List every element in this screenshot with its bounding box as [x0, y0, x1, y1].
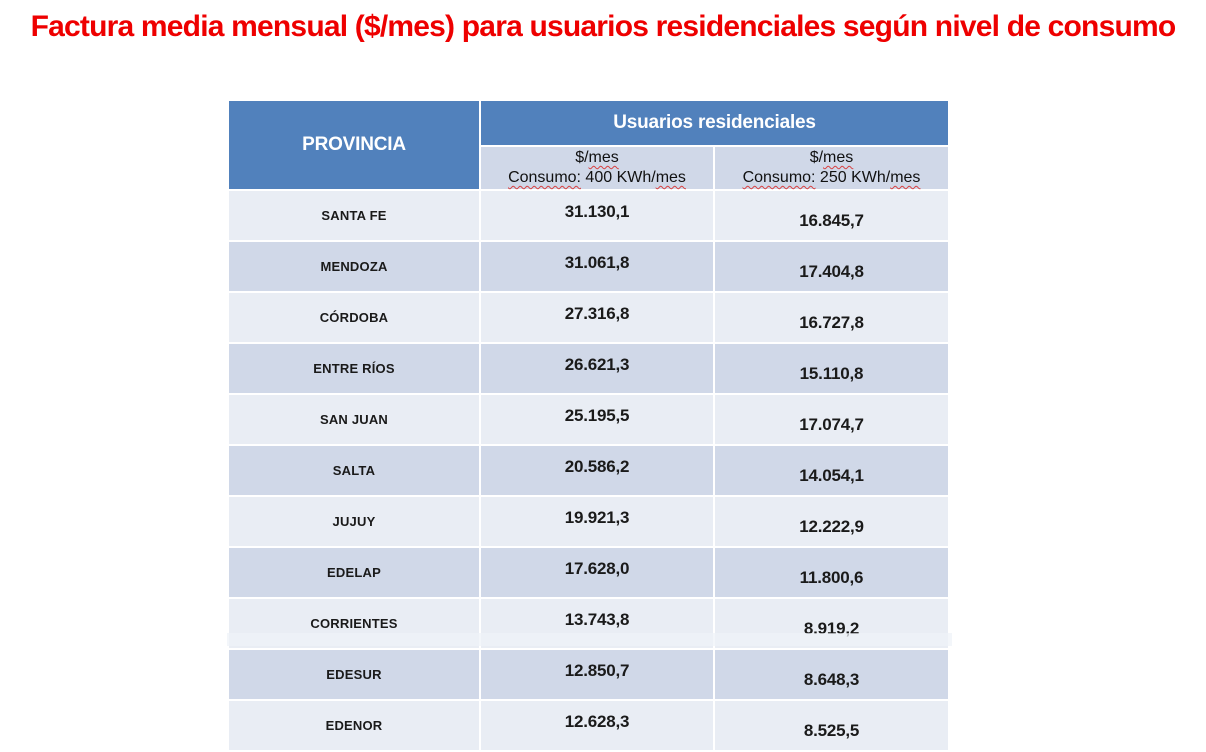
provincia-cell: JUJUY	[229, 497, 479, 546]
value-250kwh-cell: 16.845,7	[715, 191, 948, 240]
value-250kwh-cell: 17.074,7	[715, 395, 948, 444]
sub-header-consumo-400: $/mes Consumo: 400 KWh/mes	[481, 147, 713, 189]
provincia-cell: SALTA	[229, 446, 479, 495]
table-body: SANTA FE 31.130,1 16.845,7 MENDOZA 31.06…	[229, 191, 948, 750]
consumo-label: Consumo: 400 KWh/mes	[508, 169, 686, 186]
provincia-cell: SAN JUAN	[229, 395, 479, 444]
table-row: EDELAP 17.628,0 11.800,6	[229, 548, 948, 597]
column-header-provincia: PROVINCIA	[229, 101, 479, 189]
provincia-cell: ENTRE RÍOS	[229, 344, 479, 393]
table-row: MENDOZA 31.061,8 17.404,8	[229, 242, 948, 291]
value-250kwh-cell: 15.110,8	[715, 344, 948, 393]
value-400kwh-cell: 25.195,5	[481, 395, 713, 444]
value-250kwh-cell: 8.525,5	[715, 701, 948, 750]
table-row: SALTA 20.586,2 14.054,1	[229, 446, 948, 495]
table-row: CÓRDOBA 27.316,8 16.727,8	[229, 293, 948, 342]
page-title: Factura media mensual ($/mes) para usuar…	[30, 10, 1177, 43]
provincia-cell: EDELAP	[229, 548, 479, 597]
consumo-label: Consumo: 250 KWh/mes	[742, 169, 921, 186]
table-row: SANTA FE 31.130,1 16.845,7	[229, 191, 948, 240]
value-400kwh-cell: 19.921,3	[481, 497, 713, 546]
table-row: EDESUR 12.850,7 8.648,3	[229, 650, 948, 699]
value-250kwh-cell: 8.648,3	[715, 650, 948, 699]
table-row: ENTRE RÍOS 26.621,3 15.110,8	[229, 344, 948, 393]
value-400kwh-cell: 26.621,3	[481, 344, 713, 393]
value-400kwh-cell: 31.130,1	[481, 191, 713, 240]
value-400kwh-cell: 12.850,7	[481, 650, 713, 699]
value-250kwh-cell: 16.727,8	[715, 293, 948, 342]
unit-label: $/mes	[575, 149, 619, 166]
value-400kwh-cell: 31.061,8	[481, 242, 713, 291]
table-bottom-strip	[227, 633, 952, 646]
value-250kwh-cell: 11.800,6	[715, 548, 948, 597]
value-400kwh-cell: 20.586,2	[481, 446, 713, 495]
table-row: JUJUY 19.921,3 12.222,9	[229, 497, 948, 546]
unit-label: $/mes	[809, 149, 854, 166]
value-250kwh-cell: 12.222,9	[715, 497, 948, 546]
table-row: EDENOR 12.628,3 8.525,5	[229, 701, 948, 750]
group-header-usuarios-residenciales: Usuarios residenciales	[481, 101, 948, 145]
data-table: PROVINCIA Usuarios residenciales $/mes C…	[227, 99, 950, 752]
value-250kwh-cell: 14.054,1	[715, 446, 948, 495]
provincia-cell: SANTA FE	[229, 191, 479, 240]
provincia-cell: CÓRDOBA	[229, 293, 479, 342]
provincia-cell: EDENOR	[229, 701, 479, 750]
sub-header-consumo-250: $/mes Consumo: 250 KWh/mes	[715, 147, 948, 189]
value-250kwh-cell: 17.404,8	[715, 242, 948, 291]
value-400kwh-cell: 27.316,8	[481, 293, 713, 342]
table-row: SAN JUAN 25.195,5 17.074,7	[229, 395, 948, 444]
billing-table: PROVINCIA Usuarios residenciales $/mes C…	[227, 99, 950, 752]
value-400kwh-cell: 12.628,3	[481, 701, 713, 750]
provincia-cell: MENDOZA	[229, 242, 479, 291]
value-400kwh-cell: 17.628,0	[481, 548, 713, 597]
provincia-cell: EDESUR	[229, 650, 479, 699]
